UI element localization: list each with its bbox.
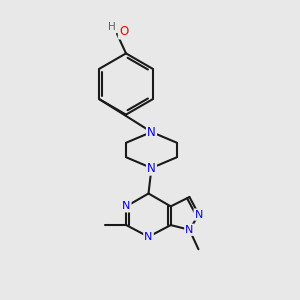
Text: N: N	[122, 201, 130, 212]
Text: N: N	[195, 210, 203, 220]
Text: N: N	[144, 232, 153, 242]
Text: N: N	[147, 125, 156, 139]
Text: N: N	[185, 225, 194, 235]
Text: N: N	[147, 161, 156, 175]
Text: H: H	[108, 22, 116, 32]
Text: O: O	[119, 25, 128, 38]
